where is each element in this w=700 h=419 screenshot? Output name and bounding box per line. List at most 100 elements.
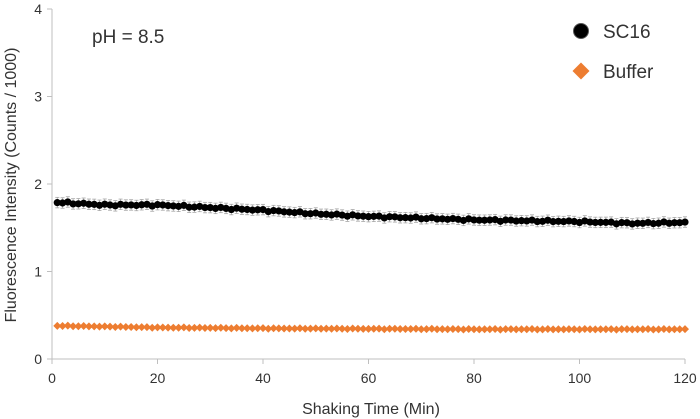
- data-point-buffer: [158, 323, 167, 332]
- data-point-buffer: [417, 325, 426, 334]
- ph-annotation: pH = 8.5: [92, 27, 164, 48]
- data-point-sc16: [602, 218, 610, 226]
- data-point-sc16: [470, 216, 478, 224]
- x-tick-label: 120: [673, 370, 697, 386]
- data-point-buffer: [174, 323, 183, 332]
- data-point-sc16: [359, 212, 367, 220]
- data-point-sc16: [306, 210, 315, 218]
- data-point-sc16: [317, 210, 325, 218]
- data-point-buffer: [390, 324, 399, 333]
- data-point-buffer: [454, 325, 463, 334]
- data-point-buffer: [422, 325, 431, 334]
- data-point-sc16: [438, 215, 446, 223]
- data-point-sc16: [449, 214, 457, 223]
- data-point-sc16: [243, 205, 251, 214]
- data-point-sc16: [101, 200, 109, 208]
- data-point-buffer: [549, 325, 558, 334]
- legend-label-buffer: Buffer: [603, 62, 654, 83]
- data-point-sc16: [628, 220, 636, 228]
- data-point-buffer: [111, 323, 120, 332]
- data-point-sc16: [533, 217, 541, 226]
- data-point-sc16: [238, 205, 246, 213]
- data-point-buffer: [586, 325, 595, 334]
- data-point-sc16: [169, 202, 177, 210]
- data-point-sc16: [633, 219, 642, 227]
- data-point-buffer: [243, 324, 252, 333]
- data-point-buffer: [633, 325, 642, 334]
- data-point-buffer: [564, 325, 573, 334]
- data-point-sc16: [190, 203, 199, 211]
- data-point-sc16: [486, 216, 494, 224]
- data-point-buffer: [317, 324, 326, 333]
- data-point-buffer: [380, 325, 389, 334]
- data-point-sc16: [254, 206, 262, 214]
- data-point-buffer: [116, 322, 125, 331]
- data-point-buffer: [69, 322, 78, 331]
- data-point-buffer: [554, 325, 563, 334]
- data-point-buffer: [617, 325, 626, 334]
- data-point-sc16: [291, 209, 299, 217]
- data-point-buffer: [628, 325, 637, 334]
- legend: SC16 Buffer: [572, 22, 654, 83]
- data-point-buffer: [311, 324, 320, 333]
- data-point-buffer: [459, 325, 468, 334]
- data-point-buffer: [132, 323, 141, 332]
- data-point-buffer: [543, 324, 552, 333]
- data-point-buffer: [179, 323, 188, 332]
- data-point-sc16: [665, 219, 673, 227]
- data-point-buffer: [63, 321, 72, 330]
- data-point-buffer: [185, 323, 194, 332]
- data-point-buffer: [522, 325, 531, 334]
- data-point-buffer: [253, 324, 262, 333]
- data-point-buffer: [222, 324, 231, 333]
- data-point-sc16: [327, 211, 336, 219]
- data-point-buffer: [575, 325, 584, 334]
- data-point-sc16: [549, 218, 557, 226]
- data-point-buffer: [501, 325, 510, 334]
- data-point-buffer: [433, 325, 442, 334]
- data-point-sc16: [586, 218, 594, 226]
- legend-marker-sc16: [573, 23, 589, 39]
- data-point-sc16: [670, 219, 679, 227]
- y-tick-label: 2: [34, 176, 42, 192]
- y-tick-label: 3: [34, 89, 42, 105]
- data-point-buffer: [74, 322, 83, 331]
- data-point-buffer: [269, 324, 278, 333]
- data-point-buffer: [443, 325, 452, 334]
- data-point-sc16: [370, 212, 378, 220]
- data-point-buffer: [475, 325, 484, 334]
- data-point-buffer: [142, 323, 151, 332]
- data-point-sc16: [475, 216, 483, 224]
- data-point-sc16: [386, 213, 394, 221]
- data-point-sc16: [512, 217, 520, 225]
- data-point-buffer: [332, 324, 341, 333]
- data-point-buffer: [148, 323, 157, 332]
- data-point-sc16: [116, 200, 125, 208]
- data-point-buffer: [385, 324, 394, 333]
- data-point-sc16: [85, 200, 93, 208]
- data-point-buffer: [496, 325, 505, 334]
- data-point-buffer: [491, 325, 500, 334]
- data-point-buffer: [153, 323, 162, 332]
- data-point-sc16: [159, 201, 167, 209]
- data-point-buffer: [538, 325, 547, 334]
- data-point-buffer: [353, 324, 362, 333]
- data-point-sc16: [138, 201, 146, 209]
- data-point-buffer: [127, 323, 136, 332]
- data-point-buffer: [359, 324, 368, 333]
- data-point-buffer: [406, 325, 415, 334]
- y-axis-title: Fluorescence Intensity (Counts / 1000): [3, 48, 20, 323]
- data-point-buffer: [164, 323, 173, 332]
- data-point-buffer: [53, 321, 62, 330]
- y-tick-label: 0: [34, 351, 42, 367]
- data-point-buffer: [427, 324, 436, 333]
- x-tick-label: 80: [466, 370, 482, 386]
- data-point-buffer: [290, 324, 299, 333]
- data-point-buffer: [227, 324, 236, 333]
- data-point-sc16: [502, 216, 510, 224]
- data-point-sc16: [206, 204, 214, 212]
- data-point-buffer: [84, 322, 93, 331]
- data-point-buffer: [295, 324, 304, 333]
